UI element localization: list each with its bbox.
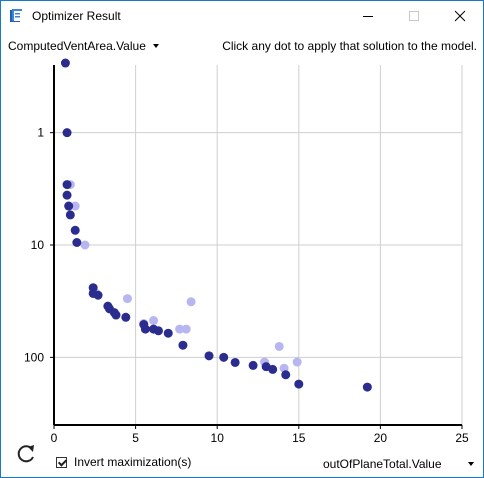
solution-dot[interactable] (248, 360, 258, 370)
solution-dot[interactable] (268, 364, 278, 374)
x-variable-select[interactable]: outOfPlaneTotal.Value (319, 453, 479, 473)
maximize-button[interactable] (391, 1, 437, 31)
close-button[interactable] (437, 1, 483, 31)
solution-dot[interactable] (70, 225, 80, 235)
x-tick-label: 10 (211, 431, 225, 445)
y-tick-label: 10 (31, 238, 45, 252)
solution-dot[interactable] (219, 352, 229, 362)
maximize-icon (409, 11, 419, 21)
x-tick-label: 20 (374, 431, 388, 445)
minimize-button[interactable] (345, 1, 391, 31)
grid-lines (54, 65, 463, 425)
solution-dot[interactable] (62, 128, 72, 138)
x-tick-label: 5 (132, 431, 139, 445)
secondary-solution-dot[interactable] (274, 341, 284, 351)
solution-dot[interactable] (153, 326, 163, 336)
invert-maximization-label: Invert maximization(s) (74, 455, 192, 469)
secondary-solution-dot[interactable] (181, 324, 191, 334)
x-tick-label: 25 (455, 431, 469, 445)
y-tick-label: 1 (37, 126, 44, 140)
solution-dot[interactable] (178, 340, 188, 350)
revit-icon (10, 9, 22, 22)
solution-dot[interactable] (72, 237, 82, 247)
window-title: Optimizer Result (32, 9, 121, 23)
solution-dot[interactable] (204, 351, 214, 361)
secondary-solution-dot[interactable] (175, 324, 185, 334)
minimize-icon (363, 16, 373, 17)
refresh-icon[interactable] (15, 443, 37, 465)
x-variable-value: outOfPlaneTotal.Value (323, 457, 442, 471)
tick-labels: 0 5 10 15 20 25 1 10 100 (24, 126, 469, 445)
solution-dot[interactable] (230, 357, 240, 367)
chevron-down-icon (153, 44, 159, 48)
solution-dot[interactable] (140, 324, 150, 334)
solution-dot[interactable] (60, 58, 70, 68)
secondary-solution-dot[interactable] (186, 297, 196, 307)
close-icon (454, 10, 466, 22)
chevron-down-icon (468, 462, 474, 466)
invert-maximization-option[interactable]: Invert maximization(s) (56, 454, 191, 470)
solution-dot[interactable] (64, 201, 74, 211)
solution-dot[interactable] (163, 328, 173, 338)
secondary-solution-dot[interactable] (149, 316, 159, 326)
solution-dot[interactable] (62, 180, 72, 190)
solution-dot[interactable] (281, 370, 291, 380)
instruction-text: Click any dot to apply that solution to … (222, 39, 477, 53)
y-variable-select[interactable]: ComputedVentArea.Value (4, 35, 164, 55)
data-points (60, 58, 372, 392)
secondary-solution-dot[interactable] (80, 240, 90, 250)
solution-dot[interactable] (62, 190, 72, 200)
invert-maximization-checkbox[interactable] (56, 456, 67, 468)
solution-dot[interactable] (111, 310, 121, 320)
secondary-solution-dot[interactable] (70, 201, 80, 211)
x-tick-label: 15 (292, 431, 306, 445)
solution-dot[interactable] (294, 379, 304, 389)
secondary-solution-dot[interactable] (122, 294, 132, 304)
title-bar: Optimizer Result (1, 1, 483, 31)
axes (50, 65, 463, 429)
x-tick-label: 0 (51, 431, 58, 445)
solution-dot[interactable] (362, 382, 372, 392)
secondary-solution-dot[interactable] (292, 357, 302, 367)
solution-dot[interactable] (65, 210, 75, 220)
y-variable-value: ComputedVentArea.Value (8, 39, 146, 53)
solution-dot[interactable] (93, 290, 103, 300)
solution-dot[interactable] (121, 312, 131, 322)
y-tick-label: 100 (24, 350, 44, 364)
